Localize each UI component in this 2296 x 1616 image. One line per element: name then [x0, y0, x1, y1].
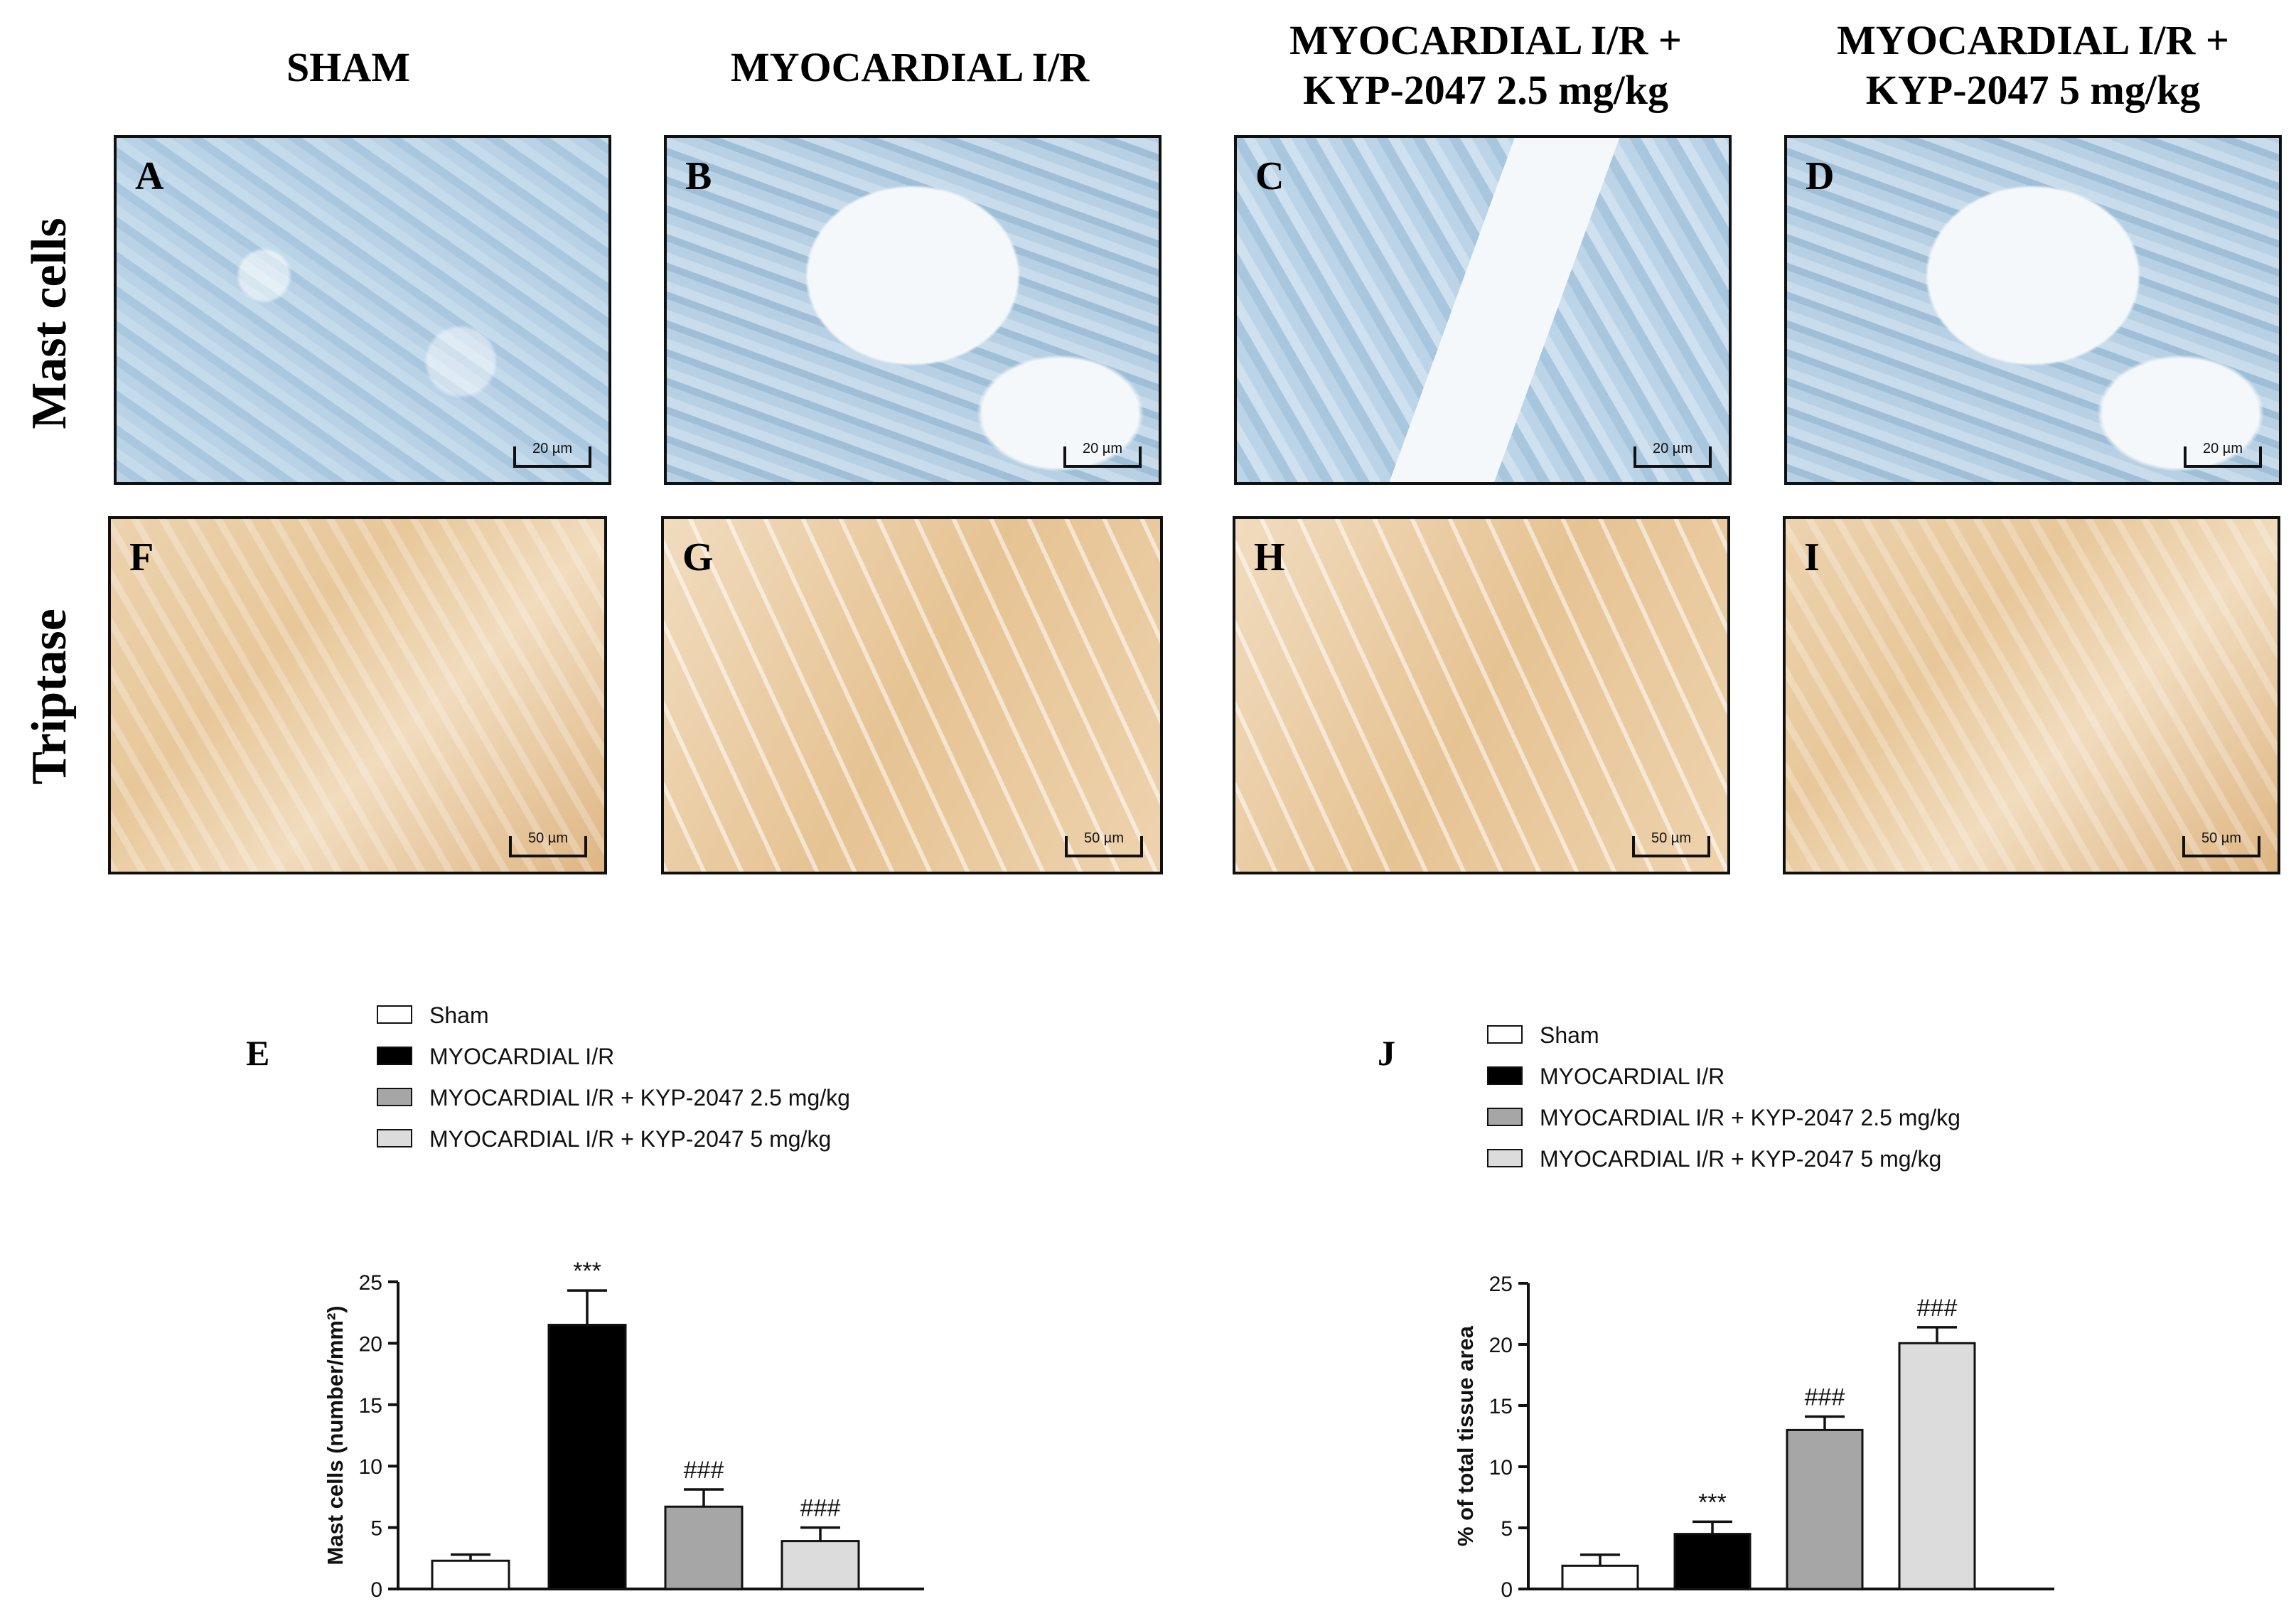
panel-letter: B [685, 154, 712, 198]
legend-label: MYOCARDIAL I/R + KYP-2047 5 mg/kg [1540, 1146, 1942, 1172]
section-letter-e: E [246, 1033, 270, 1073]
legend-swatch [1487, 1025, 1523, 1044]
bar [431, 1559, 510, 1590]
y-axis-label: Mast cells (number/mm²) [323, 1305, 348, 1565]
y-tick-label: 10 [1489, 1456, 1513, 1479]
scale-bar: 20 µm [513, 441, 591, 468]
y-tick-label: 25 [1489, 1273, 1513, 1296]
bar [664, 1505, 744, 1590]
column-title-sham: SHAM [199, 43, 498, 92]
legend-label: Sham [429, 1002, 489, 1028]
scale-bar-label: 20 µm [1653, 441, 1693, 456]
bar-chart-tissue-area: 0 5 10 15 20 25 % of total tissue area *** ### ##… [1453, 1273, 2054, 1602]
significance-label: ### [1805, 1384, 1845, 1411]
scale-bar: 50 µm [2182, 830, 2260, 857]
panel-letter: F [129, 535, 154, 579]
y-tick-label: 0 [370, 1578, 382, 1602]
column-title-line: KYP-2047 2.5 mg/kg [1303, 67, 1668, 113]
micrograph-h: H 50 µm [1233, 516, 1730, 874]
bar-chart-mast-cells: 0 5 10 15 20 25 Mast cells (number/mm²) *** ### #… [323, 1258, 924, 1602]
significance-label: *** [1698, 1489, 1727, 1516]
column-title-kyp5: MYOCARDIAL I/R + KYP-2047 5 mg/kg [1756, 16, 2296, 115]
significance-label: ### [684, 1457, 724, 1484]
bar [1898, 1342, 1976, 1590]
column-title-line: KYP-2047 5 mg/kg [1865, 67, 2201, 113]
legend-j: Sham MYOCARDIAL I/R MYOCARDIAL I/R + KYP… [1487, 1021, 2113, 1192]
panel-letter: I [1804, 535, 1820, 579]
y-tick-label: 20 [1489, 1334, 1513, 1357]
legend-swatch [377, 1047, 412, 1065]
panel-letter: H [1254, 535, 1285, 579]
bar [547, 1323, 627, 1590]
scale-bar-label: 20 µm [2203, 441, 2243, 456]
y-axis-label: % of total tissue area [1453, 1325, 1478, 1546]
significance-label: ### [800, 1495, 841, 1522]
y-tick-label: 5 [1501, 1517, 1513, 1541]
column-title-ir: MYOCARDIAL I/R [654, 43, 1166, 92]
legend-swatch [377, 1129, 412, 1147]
y-tick-label: 20 [359, 1332, 382, 1356]
legend-swatch [377, 1005, 412, 1024]
legend-label: MYOCARDIAL I/R [429, 1044, 615, 1069]
panel-letter: G [682, 535, 714, 579]
section-letter-j: J [1378, 1033, 1395, 1073]
y-tick-label: 25 [359, 1271, 382, 1295]
micrograph-i: I 50 µm [1783, 516, 2280, 874]
scale-bar: 50 µm [509, 830, 587, 857]
y-tick-label: 0 [1501, 1578, 1513, 1602]
micrograph-f: F 50 µm [108, 516, 607, 874]
row-label-triptase: Triptase [22, 609, 77, 785]
legend-label: MYOCARDIAL I/R + KYP-2047 2.5 mg/kg [429, 1085, 850, 1111]
legend-e: Sham MYOCARDIAL I/R MYOCARDIAL I/R + KYP… [377, 1001, 1002, 1172]
y-tick-label: 10 [359, 1455, 382, 1479]
scale-bar: 50 µm [1632, 830, 1710, 857]
micrograph-b: B 20 µm [664, 135, 1162, 485]
bar [780, 1540, 860, 1590]
panel-letter: A [135, 154, 164, 198]
scale-bar: 20 µm [1634, 441, 1712, 468]
scale-bar: 20 µm [2184, 441, 2262, 468]
scale-bar-label: 50 µm [1084, 830, 1124, 846]
scale-bar: 20 µm [1063, 441, 1142, 468]
y-tick-label: 15 [1489, 1395, 1513, 1418]
y-tick-label: 5 [370, 1517, 382, 1541]
scale-bar-label: 50 µm [2201, 830, 2241, 846]
bar [1786, 1428, 1864, 1590]
legend-swatch [1487, 1108, 1523, 1126]
column-title-line: MYOCARDIAL I/R + [1837, 17, 2229, 63]
legend-label: MYOCARDIAL I/R [1540, 1064, 1725, 1089]
column-title-line: MYOCARDIAL I/R + [1289, 17, 1682, 63]
bar [1673, 1533, 1751, 1590]
column-title-line: MYOCARDIAL I/R [730, 44, 1090, 90]
panel-letter: C [1255, 154, 1284, 198]
legend-swatch [377, 1088, 412, 1106]
scale-bar-label: 20 µm [1083, 441, 1122, 456]
scale-bar-label: 50 µm [528, 830, 568, 846]
legend-label: MYOCARDIAL I/R + KYP-2047 5 mg/kg [429, 1126, 832, 1152]
scale-bar-label: 50 µm [1651, 830, 1691, 846]
column-title-kyp25: MYOCARDIAL I/R + KYP-2047 2.5 mg/kg [1208, 16, 1763, 115]
scale-bar-label: 20 µm [532, 441, 572, 456]
panel-letter: D [1806, 154, 1835, 198]
micrograph-d: D 20 µm [1784, 135, 2282, 485]
micrograph-g: G 50 µm [661, 516, 1163, 874]
column-title-line: SHAM [286, 44, 410, 90]
row-label-mast-cells: Mast cells [22, 218, 77, 429]
legend-swatch [1487, 1066, 1523, 1085]
significance-label: *** [573, 1258, 601, 1285]
bar [1561, 1564, 1639, 1590]
y-tick-label: 15 [359, 1394, 382, 1418]
significance-label: ### [1917, 1295, 1958, 1322]
legend-label: MYOCARDIAL I/R + KYP-2047 2.5 mg/kg [1540, 1105, 1960, 1130]
scale-bar: 50 µm [1065, 830, 1143, 857]
micrograph-a: A 20 µm [114, 135, 611, 485]
micrograph-c: C 20 µm [1234, 135, 1732, 485]
legend-swatch [1487, 1149, 1523, 1167]
legend-label: Sham [1540, 1022, 1599, 1048]
